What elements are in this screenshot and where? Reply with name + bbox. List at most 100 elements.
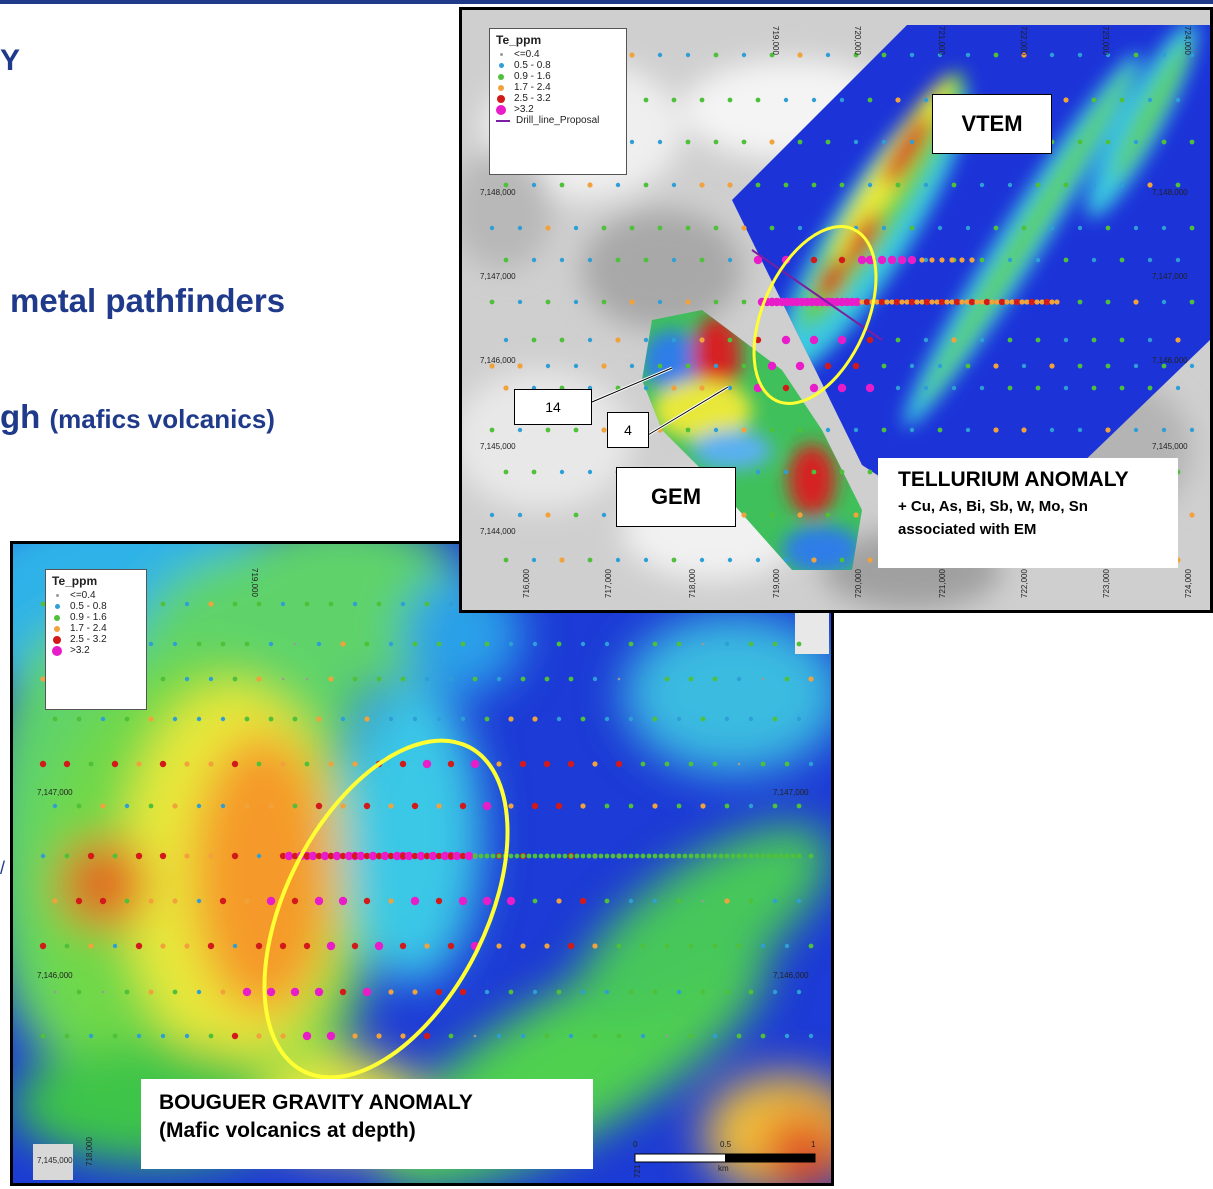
legend-item: 0.5 - 0.8 [496,60,620,71]
sample-point [769,52,775,58]
sample-point [256,761,262,767]
sample-point [748,641,754,647]
sample-point [601,299,607,305]
sample-point [867,97,873,103]
sample-point [671,257,677,263]
sample-point [172,803,178,809]
sample-point [472,676,478,682]
sample-point [760,761,766,767]
coord-label: 720,000 [853,26,862,55]
sample-point [604,641,610,647]
sample-point [531,337,537,343]
sample-point [1189,299,1195,305]
sample-point [112,943,118,949]
sample-point [769,512,775,518]
sample-point [706,853,712,859]
sample-point [568,853,574,859]
sample-point [484,716,490,722]
sample-point [939,257,945,263]
sample-point [769,427,775,433]
sample-point [440,851,450,861]
sample-point [544,853,550,859]
coord-label: 723,000 [1101,26,1110,55]
sample-point [208,853,214,859]
legend-label: 0.9 - 1.6 [70,612,107,623]
sample-point [700,803,706,809]
drill-line-swatch [496,119,510,122]
sample-point [640,761,646,767]
sample-point [1077,225,1083,231]
sample-point [1091,337,1097,343]
bullet-metal-pathfinders: metal pathfinders [10,282,286,319]
sample-point [340,803,346,809]
sample-point [503,182,509,188]
sample-point [124,716,130,722]
sample-point [718,853,724,859]
sample-point [220,803,226,809]
sample-point [811,469,817,475]
sample-point [699,385,705,391]
sample-point [532,716,538,722]
sample-point [909,52,915,58]
sample-point [965,52,971,58]
sample-point [712,676,718,682]
sample-point [352,676,358,682]
sample-point [291,852,299,860]
sample-point [1119,385,1125,391]
sample-point [1175,385,1181,391]
sample-point [380,851,390,861]
sample-point [824,362,832,370]
coord-label: 7,146,000 [480,356,516,365]
sample-point [713,225,719,231]
sample-point [643,182,649,188]
sample-point [172,989,178,995]
legend-item: <=0.4 [52,590,140,601]
sample-point [748,803,754,809]
sample-point [601,363,607,369]
sample-point [448,676,454,682]
scale-unit: km [718,1164,729,1173]
sample-point [412,641,418,647]
sample-point [517,427,523,433]
sample-point [796,989,802,995]
sample-point [949,299,955,305]
sample-point [699,97,705,103]
sample-point [231,1032,239,1040]
legend-title: Te_ppm [496,33,542,47]
sample-point [867,182,873,188]
sample-point [220,641,226,647]
sample-point [232,943,238,949]
sample-point [472,853,478,859]
sample-point [989,299,995,305]
sample-point [852,297,862,307]
sample-point [573,225,579,231]
sample-point [100,716,106,722]
sample-point [496,853,502,859]
sample-point [219,897,227,905]
sample-point [676,641,682,647]
coord-label: 7,147,000 [1152,272,1188,281]
sample-point [514,853,520,859]
sample-point [580,989,586,995]
sample-point [220,989,226,995]
sample-point [320,851,330,861]
sample-point [685,299,691,305]
coord-label: 724,000 [1184,569,1193,598]
sample-point [388,898,394,904]
sample-point [268,716,274,722]
sample-point [969,257,975,263]
sample-point [291,897,299,905]
legend-item: >3.2 [52,645,140,656]
sample-point [772,898,778,904]
sample-point [53,990,57,994]
sample-point [531,469,537,475]
sample-point [604,716,610,722]
sample-point [929,299,935,305]
sample-point [538,853,544,859]
sample-point [797,512,803,518]
sample-point [64,943,70,949]
sample-point [724,989,730,995]
sample-point [727,97,733,103]
sample-point [1161,299,1167,305]
coord-label: 721,000 [937,26,946,55]
